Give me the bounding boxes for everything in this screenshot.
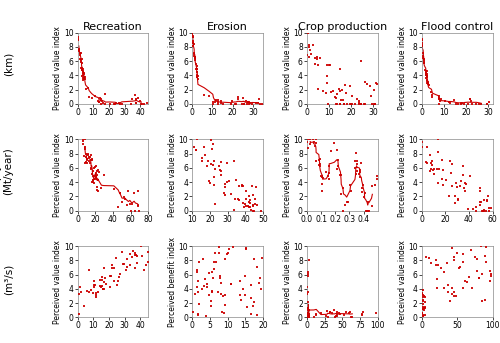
Text: Distance to river
(km): Distance to river (km) xyxy=(0,20,14,107)
Text: Crop yield
(Mt/year): Crop yield (Mt/year) xyxy=(0,145,14,198)
Y-axis label: Perceived value index: Perceived value index xyxy=(283,240,292,324)
Y-axis label: Perceived value index: Perceived value index xyxy=(398,133,406,217)
Title: Erosion: Erosion xyxy=(207,22,248,32)
Y-axis label: Perceived value index: Perceived value index xyxy=(398,26,406,110)
Y-axis label: Perceived value index: Perceived value index xyxy=(168,26,177,110)
Y-axis label: Perceived value index: Perceived value index xyxy=(168,133,177,217)
Y-axis label: Perceived value index: Perceived value index xyxy=(283,133,292,217)
Y-axis label: Perceived value index: Perceived value index xyxy=(54,240,62,324)
Title: Flood control: Flood control xyxy=(421,22,493,32)
Y-axis label: Perceived benefit index: Perceived benefit index xyxy=(168,237,177,327)
Y-axis label: Perceived value index: Perceived value index xyxy=(398,240,406,324)
Y-axis label: Perceived value index: Perceived value index xyxy=(54,26,62,110)
Title: Crop production: Crop production xyxy=(298,22,387,32)
Title: Recreation: Recreation xyxy=(83,22,143,32)
Text: Runoff
(m³/s): Runoff (m³/s) xyxy=(0,263,14,296)
Y-axis label: Perceived value index: Perceived value index xyxy=(283,26,292,110)
Y-axis label: Perceived value index: Perceived value index xyxy=(54,133,62,217)
